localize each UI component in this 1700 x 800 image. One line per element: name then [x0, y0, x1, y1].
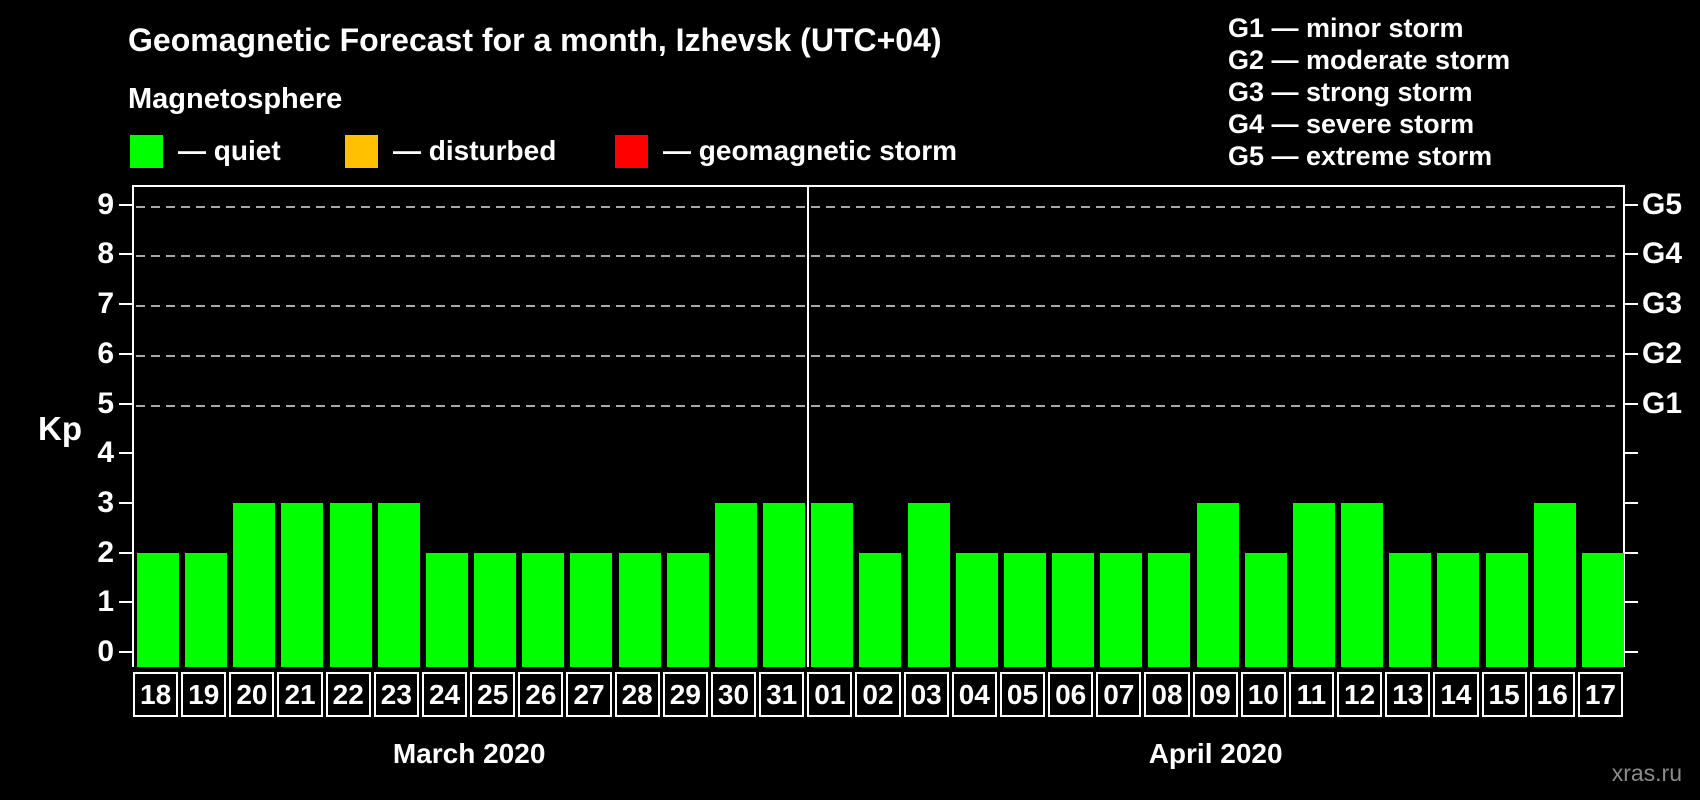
day-box-09: 09	[1192, 672, 1238, 717]
day-box-04: 04	[951, 672, 997, 717]
kp-bar-day-13	[1389, 552, 1432, 667]
gridline-kp5	[136, 404, 1621, 407]
watermark: xras.ru	[1611, 760, 1682, 786]
kp-bar-day-03	[907, 502, 950, 667]
day-box-13: 13	[1385, 672, 1431, 717]
kp-bar-day-22	[329, 502, 372, 667]
day-box-08: 08	[1144, 672, 1190, 717]
quiet-swatch	[130, 134, 163, 168]
kp-bar-day-31	[763, 502, 806, 667]
kp-bar-day-30	[714, 502, 757, 667]
kp-bar-day-15	[1485, 552, 1528, 667]
g-legend-line-4: G4 — severe storm	[1228, 109, 1475, 139]
kp-bar-day-20	[233, 502, 276, 667]
day-box-17: 17	[1577, 672, 1623, 717]
kp-bar-day-06	[1052, 552, 1095, 667]
kp-bar-day-02	[859, 552, 902, 667]
kp-bar-day-01	[811, 502, 854, 667]
kp-bar-day-27	[570, 552, 613, 667]
day-box-07: 07	[1096, 672, 1142, 717]
kp-bar-day-14	[1437, 552, 1480, 667]
y-axis-title: Kp	[38, 410, 82, 447]
legend-item-quiet: — quiet	[130, 134, 281, 168]
kp-bar-day-17	[1581, 552, 1624, 667]
kp-bar-day-12	[1341, 502, 1384, 667]
kp-bar-day-09	[1196, 502, 1239, 667]
plot-area	[132, 185, 1625, 667]
month-label-march: March 2020	[392, 738, 546, 769]
day-box-21: 21	[277, 672, 323, 717]
legend-item-storm: — geomagnetic storm	[615, 134, 957, 168]
gridline-kp9	[136, 205, 1621, 208]
storm-swatch	[615, 134, 648, 168]
day-box-05: 05	[999, 672, 1046, 717]
day-box-22: 22	[325, 672, 371, 717]
g-legend-line-3: G3 — strong storm	[1228, 77, 1473, 107]
kp-bar-day-11	[1292, 502, 1335, 667]
kp-bar-day-16	[1533, 502, 1576, 667]
month-divider-line	[807, 187, 810, 667]
day-box-24: 24	[421, 672, 468, 717]
kp-bar-day-08	[1148, 552, 1191, 667]
kp-bar-day-21	[281, 502, 324, 667]
day-box-06: 06	[1048, 672, 1094, 717]
day-box-19: 19	[181, 672, 227, 717]
kp-bar-day-26	[522, 552, 565, 667]
kp-bar-day-05	[1003, 552, 1046, 667]
month-label-april: April 2020	[1148, 738, 1283, 769]
legend-label-quiet: — quiet	[178, 135, 281, 166]
storm-scale-legend: G1 — minor storm G2 — moderate storm G3 — …	[1228, 12, 1510, 172]
day-box-26: 26	[518, 672, 564, 717]
day-box-11: 11	[1288, 672, 1335, 717]
chart-subtitle: Magnetosphere	[128, 83, 343, 115]
day-box-25: 25	[470, 672, 516, 717]
day-box-18: 18	[133, 672, 179, 717]
kp-bar-day-28	[618, 552, 661, 667]
legend-label-disturbed: — disturbed	[393, 135, 557, 166]
day-box-15: 15	[1481, 672, 1527, 717]
day-box-16: 16	[1529, 672, 1575, 717]
gridline-kp7	[136, 305, 1621, 308]
legend-label-storm: — geomagnetic storm	[663, 135, 958, 166]
day-box-23: 23	[373, 672, 419, 717]
disturbed-swatch	[345, 134, 378, 168]
chart-title: Geomagnetic Forecast for a month, Izhevs…	[128, 22, 942, 58]
g-legend-line-1: G1 — minor storm	[1228, 13, 1464, 43]
day-box-29: 29	[662, 672, 708, 717]
day-box-12: 12	[1337, 672, 1383, 717]
day-box-02: 02	[855, 672, 901, 717]
kp-bar-day-23	[377, 502, 420, 667]
day-box-28: 28	[614, 672, 660, 717]
day-box-14: 14	[1433, 672, 1479, 717]
kp-bar-day-19	[185, 552, 228, 667]
kp-bar-day-07	[1100, 552, 1143, 667]
kp-bar-day-29	[666, 552, 709, 667]
day-box-27: 27	[566, 672, 612, 717]
day-box-03: 03	[903, 672, 949, 717]
day-box-30: 30	[710, 672, 757, 717]
day-box-20: 20	[229, 672, 275, 717]
day-box-31: 31	[759, 672, 805, 717]
day-box-10: 10	[1240, 672, 1286, 717]
kp-bar-day-24	[425, 552, 468, 667]
kp-bar-day-25	[474, 552, 517, 667]
day-box-01: 01	[807, 672, 853, 717]
legend-item-disturbed: — disturbed	[345, 134, 556, 168]
g-legend-line-2: G2 — moderate storm	[1228, 45, 1511, 75]
g-legend-line-5: G5 — extreme storm	[1228, 141, 1493, 171]
gridline-kp8	[136, 255, 1621, 258]
kp-bar-day-04	[955, 552, 998, 667]
kp-bar-day-10	[1244, 552, 1287, 667]
gridline-kp6	[136, 354, 1621, 357]
kp-bar-day-18	[137, 552, 179, 667]
